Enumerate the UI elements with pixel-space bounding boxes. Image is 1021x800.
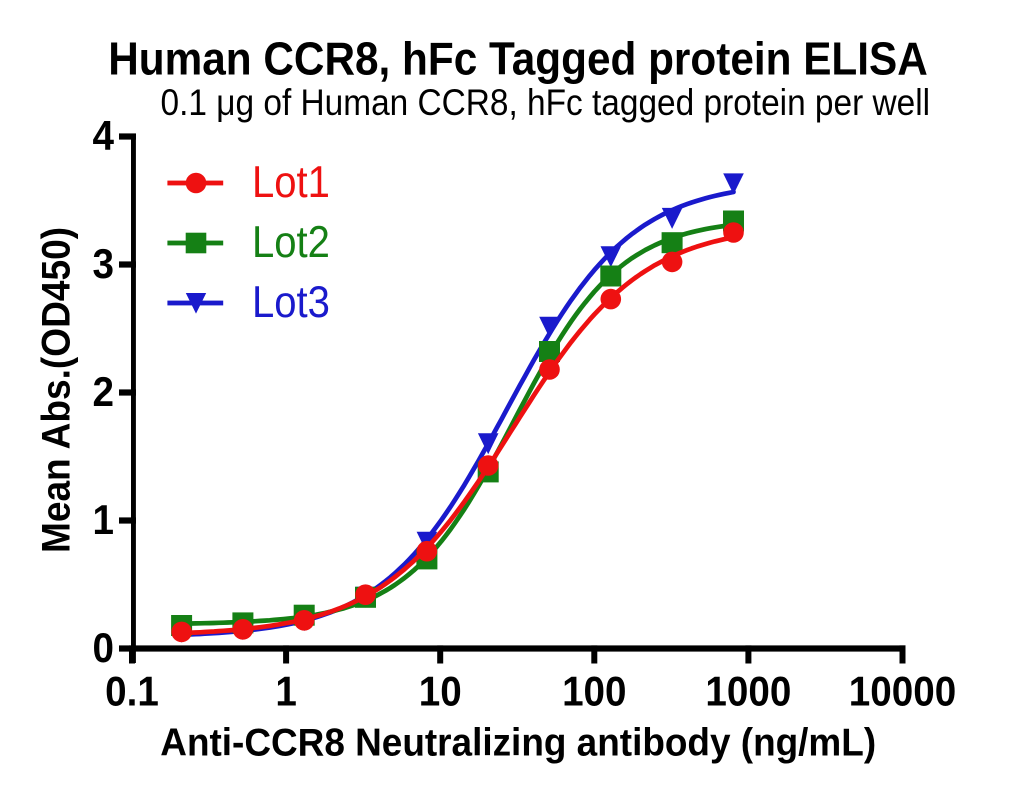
- svg-text:Anti-CCR8 Neutralizing antibod: Anti-CCR8 Neutralizing antibody (ng/mL): [160, 722, 876, 765]
- svg-text:3: 3: [93, 239, 114, 287]
- svg-text:1: 1: [93, 495, 114, 543]
- svg-text:10000: 10000: [849, 667, 956, 715]
- svg-text:0.1: 0.1: [105, 667, 159, 715]
- svg-text:Lot2: Lot2: [252, 217, 330, 266]
- svg-text:4: 4: [93, 111, 115, 159]
- svg-text:Mean Abs.(OD450): Mean Abs.(OD450): [34, 227, 79, 553]
- svg-text:1000: 1000: [705, 667, 791, 715]
- svg-text:Lot1: Lot1: [252, 157, 330, 206]
- svg-text:0: 0: [93, 623, 114, 671]
- svg-text:0.1 μg of Human CCR8, hFc tagg: 0.1 μg of Human CCR8, hFc tagged protein…: [161, 83, 931, 124]
- svg-text:Human CCR8, hFc Tagged protein: Human CCR8, hFc Tagged protein ELISA: [108, 34, 928, 85]
- svg-text:Lot3: Lot3: [252, 277, 330, 326]
- svg-text:1: 1: [275, 667, 296, 715]
- svg-text:10: 10: [419, 667, 462, 715]
- svg-text:2: 2: [93, 367, 114, 415]
- svg-text:100: 100: [562, 667, 626, 715]
